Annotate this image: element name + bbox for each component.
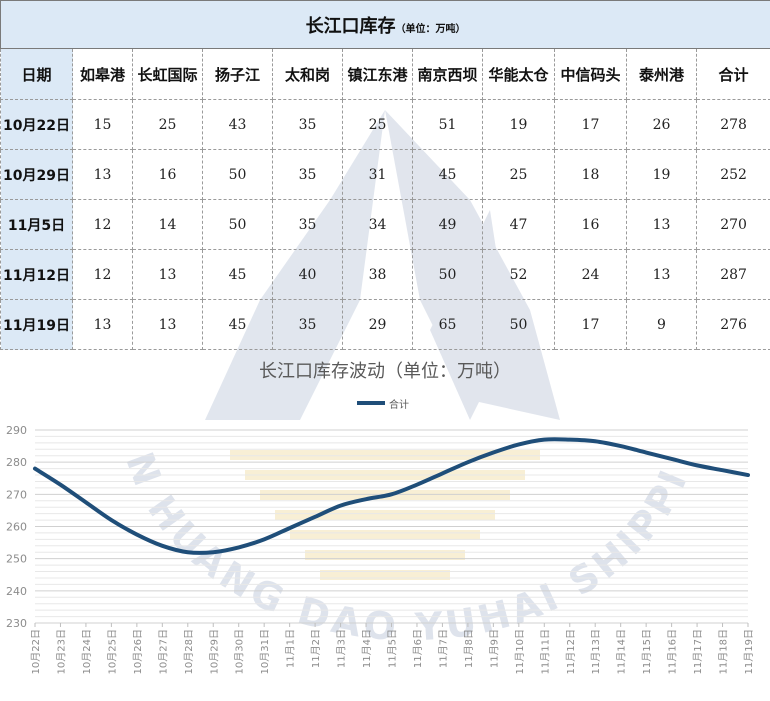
table-cell: 16 <box>132 149 203 200</box>
x-tick-label: 10月22日 <box>30 629 42 674</box>
table-cell: 12 <box>72 249 133 300</box>
x-tick-label: 10月26日 <box>132 629 144 674</box>
table-cell: 12 <box>72 199 133 250</box>
table-cell: 18 <box>554 149 627 200</box>
x-tick-label: 10月27日 <box>157 629 169 674</box>
x-tick-label: 10月29日 <box>208 629 220 674</box>
x-tick-label: 11月12日 <box>565 629 577 674</box>
header-cell: 南京西坝 <box>412 48 483 100</box>
series-line-total <box>33 437 750 555</box>
row-date: 11月19日 <box>0 299 73 350</box>
table-cell: 278 <box>695 99 770 150</box>
x-tick-label: 11月18日 <box>718 629 730 674</box>
header-cell: 长虹国际 <box>132 48 203 100</box>
y-tick-label: 230 <box>6 617 27 630</box>
table-cell: 15 <box>72 99 133 150</box>
row-date: 10月29日 <box>0 149 73 200</box>
table-cell: 26 <box>626 99 697 150</box>
x-tick-label: 11月16日 <box>667 629 679 674</box>
row-date: 10月22日 <box>0 99 73 150</box>
x-tick-label: 11月13日 <box>590 629 602 674</box>
header-cell: 如皋港 <box>72 48 133 100</box>
row-date: 11月12日 <box>0 249 73 300</box>
row-date: 11月5日 <box>0 199 73 250</box>
x-tick-label: 11月9日 <box>488 629 500 668</box>
x-tick-label: 11月6日 <box>412 629 424 668</box>
x-tick-label: 10月30日 <box>234 629 246 674</box>
table-cell: 17 <box>554 299 627 350</box>
x-tick-label: 11月1日 <box>285 629 297 668</box>
x-tick-label: 11月15日 <box>641 629 653 674</box>
y-tick-label: 280 <box>6 456 27 469</box>
header-cell: 镇江东港 <box>342 48 413 100</box>
x-tick-label: 11月3日 <box>336 629 348 668</box>
x-tick-label: 11月4日 <box>361 629 373 668</box>
x-tick-label: 11月17日 <box>692 629 704 674</box>
x-tick-label: 10月28日 <box>183 629 195 674</box>
table-cell: 13 <box>626 249 697 300</box>
table-title-unit: （单位：万吨） <box>395 23 466 35</box>
x-tick-label: 11月2日 <box>310 629 322 668</box>
table-header-row: 日期 如皋港 长虹国际 扬子江 太和岗 镇江东港 南京西坝 华能太仓 中信码头 泰州港 合计 <box>0 48 770 100</box>
header-cell: 扬子江 <box>202 48 273 100</box>
header-cell: 泰州港 <box>626 48 697 100</box>
y-tick-label: 290 <box>6 424 27 437</box>
table-cell: 13 <box>72 149 133 200</box>
table-cell: 276 <box>695 299 770 350</box>
y-tick-label: 270 <box>6 488 27 501</box>
table-cell: 13 <box>132 299 203 350</box>
x-tick-label: 11月11日 <box>539 629 551 674</box>
header-cell: 太和岗 <box>272 48 343 100</box>
x-tick-label: 10月23日 <box>55 629 67 674</box>
x-tick-label: 11月19日 <box>743 629 755 674</box>
table-cell: 13 <box>626 199 697 250</box>
y-tick-label: 240 <box>6 585 27 598</box>
x-tick-label: 10月24日 <box>81 629 93 674</box>
x-tick-label: 11月5日 <box>387 629 399 668</box>
header-cell: 合计 <box>695 48 770 100</box>
x-tick-label: 11月8日 <box>463 629 475 668</box>
y-tick-label: 250 <box>6 553 27 566</box>
x-tick-label: 10月31日 <box>259 629 271 674</box>
table-cell: 9 <box>626 299 697 350</box>
table-cell: 13 <box>132 249 203 300</box>
x-tick-label: 10月25日 <box>106 629 118 674</box>
header-cell: 中信码头 <box>554 48 627 100</box>
table-cell: 287 <box>695 249 770 300</box>
x-tick-label: 11月7日 <box>437 629 449 668</box>
x-tick-label: 11月10日 <box>514 629 526 674</box>
table-title-text: 长江口库存 <box>305 15 396 37</box>
y-tick-label: 260 <box>6 521 27 534</box>
x-tick-label: 11月14日 <box>616 629 628 674</box>
header-cell: 华能太仓 <box>482 48 555 100</box>
